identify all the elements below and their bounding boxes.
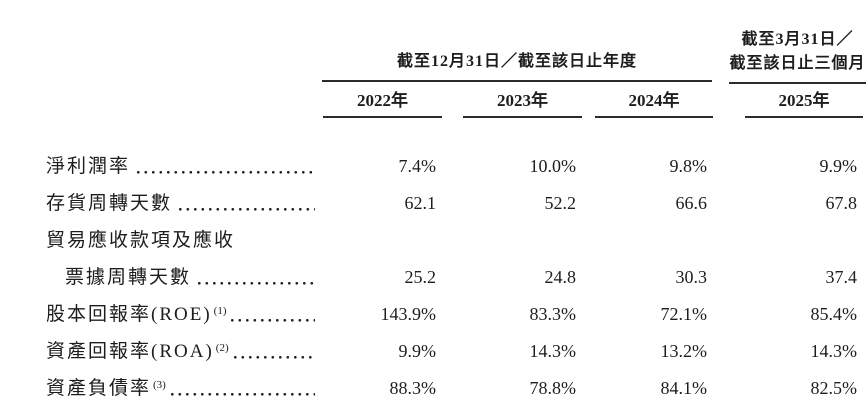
table-row-gearing-ratio: 資產負債率 (3) 88.3% 78.8% 84.1% 82.5% [46,370,866,407]
value-2022: 62.1 [404,193,437,213]
value-2025: 67.8 [825,193,858,213]
row-label: 資產負債率 [46,378,152,399]
footnote-ref-3: (3) [153,379,166,391]
value-2022 [323,222,442,259]
value-2025: 9.9% [819,156,858,176]
row-label: 資產回報率(ROA) [46,341,214,362]
row-label: 票據周轉天數 [65,267,192,288]
column-header-2022: 2022年 [323,82,442,118]
period-quarter-label-line2: 截至該日止三個月 [729,55,866,72]
period-annual-header: 截至12月31日／截至該日止年度 [322,50,712,82]
dot-leader [193,259,323,296]
period-header-row: 截至12月31日／截至該日止年度 截至3月31日／ 截至該日止三個月 [46,26,866,84]
value-2025: 82.5% [810,378,858,398]
column-header-2023: 2023年 [463,82,582,118]
row-label: 存貨周轉天數 [46,193,173,214]
column-header-2024: 2024年 [595,82,713,118]
table-row-trade-receivables-caption: 貿易應收款項及應收 [46,222,866,259]
value-2024: 13.2% [660,341,708,361]
value-2022: 9.9% [398,341,437,361]
row-label-cell: 淨利潤率 [46,148,323,185]
table-body: 淨利潤率 7.4% 10.0% 9.8% 9.9% 存貨周轉天數 62.1 52… [46,148,866,407]
value-2023: 24.8 [544,267,577,287]
value-2022: 7.4% [398,156,437,176]
row-label-cell: 股本回報率(ROE) (1) [46,296,323,333]
table-row-notes-turnover-days: 票據周轉天數 25.2 24.8 30.3 37.4 [46,259,866,296]
value-2025 [745,222,863,259]
dot-leader [132,148,323,185]
value-2022: 88.3% [389,378,437,398]
row-label: 股本回報率(ROE) [46,304,212,325]
column-header-2025: 2025年 [745,82,863,118]
period-quarter-label-line1: 截至3月31日／ [741,31,854,48]
period-quarter-header: 截至3月31日／ 截至該日止三個月 [729,28,866,84]
row-label-cell: 貿易應收款項及應收 [46,222,323,259]
value-2024: 9.8% [669,156,708,176]
dot-leader [229,333,323,370]
value-2024 [595,222,713,259]
footnote-ref-1: (1) [213,305,227,317]
value-2023: 78.8% [529,378,577,398]
value-2025: 14.3% [810,341,858,361]
value-2022: 25.2 [404,267,437,287]
row-label-cell: 存貨周轉天數 [46,185,323,222]
value-2023 [463,222,582,259]
value-2024: 72.1% [660,304,708,324]
value-2023: 10.0% [529,156,577,176]
value-2024: 66.6 [675,193,708,213]
table-row-return-on-assets: 資產回報率(ROA) (2) 9.9% 14.3% 13.2% 14.3% [46,333,866,370]
value-2023: 14.3% [529,341,577,361]
value-2024: 84.1% [660,378,708,398]
footnote-ref-2: (2) [215,342,229,354]
row-label-cell: 資產回報率(ROA) (2) [46,333,323,370]
dot-leader [166,370,323,407]
table-row-inventory-turnover-days: 存貨周轉天數 62.1 52.2 66.6 67.8 [46,185,866,222]
row-label-cell: 資產負債率 (3) [46,370,323,407]
row-label-cell: 票據周轉天數 [46,259,323,296]
dot-leader [226,296,323,333]
year-header-row: 2022年 2023年 2024年 2025年 [46,82,866,118]
value-2023: 83.3% [529,304,577,324]
value-2024: 30.3 [675,267,708,287]
value-2023: 52.2 [544,193,577,213]
row-label: 淨利潤率 [46,156,131,177]
table-row-return-on-equity: 股本回報率(ROE) (1) 143.9% 83.3% 72.1% 85.4% [46,296,866,333]
row-label: 貿易應收款項及應收 [46,230,236,251]
dot-leader [174,185,323,222]
dot-leader [237,222,323,259]
value-2025: 37.4 [825,267,858,287]
value-2025: 85.4% [810,304,858,324]
value-2022: 143.9% [380,304,437,324]
period-annual-label: 截至12月31日／截至該日止年度 [396,53,637,70]
table-row-net-profit-margin: 淨利潤率 7.4% 10.0% 9.8% 9.9% [46,148,866,185]
